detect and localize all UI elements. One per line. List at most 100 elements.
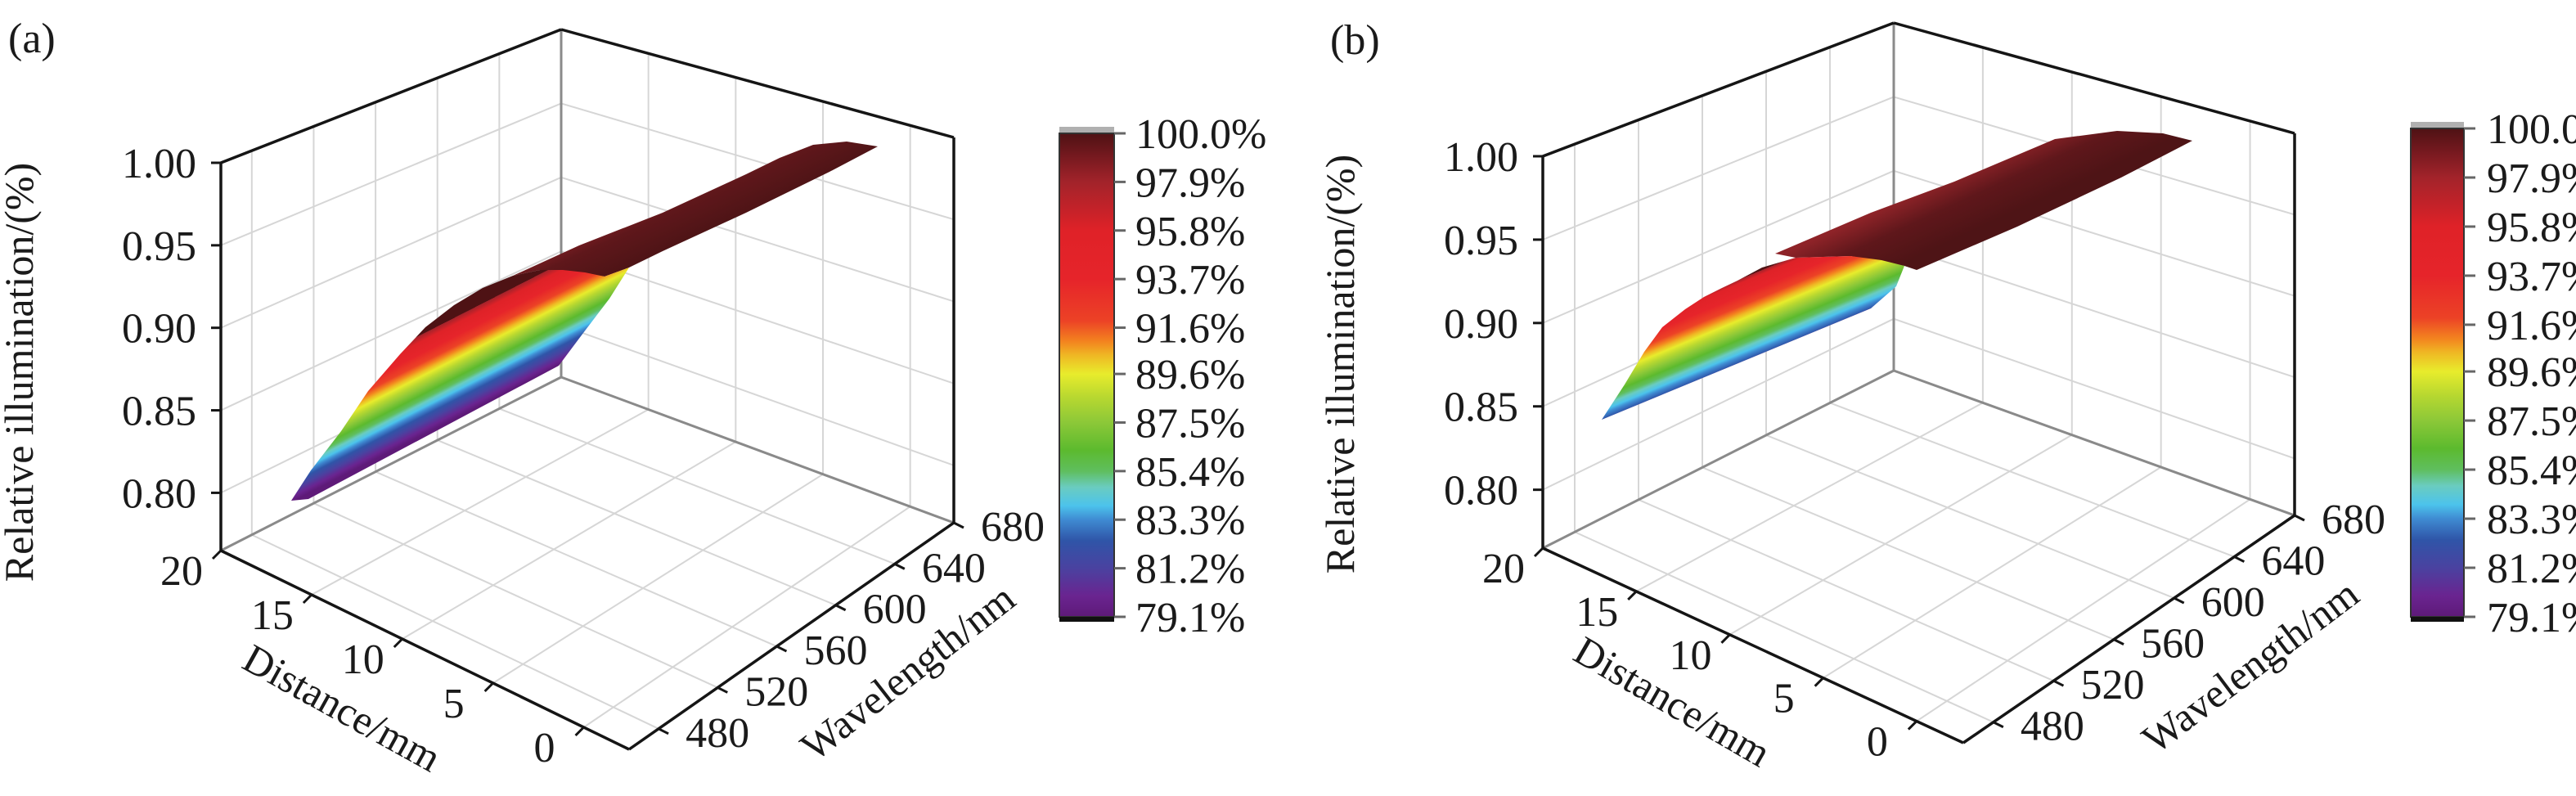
gridline-floor: [313, 502, 718, 689]
z-tick-label: 0.95: [1444, 218, 1518, 264]
gridline-right-wall: [560, 102, 955, 221]
z-axis-title: Relative illumination/(%): [1317, 155, 1363, 573]
panel-b: 0.80 0.85 0.90 0.95 1.00 0 5 10 15 20 480520560600…: [1317, 17, 2576, 776]
y-tick-label: 560: [2141, 621, 2205, 668]
gridline-left-wall: [1542, 169, 1895, 324]
gridline-floor: [1702, 466, 2115, 641]
colorbar-tick-label: 97.9%: [2487, 155, 2576, 202]
y-tick: [2294, 514, 2305, 522]
y-tick: [2052, 679, 2065, 687]
colorbar-tick-label: 87.5%: [1135, 400, 1245, 447]
z-tick-label: 1.00: [1444, 134, 1518, 181]
box-edge-back: [560, 376, 955, 524]
x-axis-line: [220, 549, 630, 751]
y-tick: [717, 686, 728, 694]
x-tick-label: 20: [1482, 546, 1525, 592]
gridline-floor: [582, 506, 911, 728]
x-tick: [1627, 590, 1638, 600]
y-tick: [834, 604, 847, 612]
colorbar-tick-label: 87.5%: [2487, 398, 2576, 445]
gridline-left-wall: [220, 250, 562, 411]
colorbar-tick-label: 89.6%: [1135, 352, 1245, 398]
colorbar-tick-label: 85.4%: [2487, 447, 2576, 494]
colorbar-tick-label: 83.3%: [2487, 497, 2576, 543]
gridline-left-wall: [220, 102, 562, 246]
x-tick: [1533, 546, 1544, 558]
x-tick-label: 20: [160, 548, 203, 595]
y-tick-label: 520: [744, 668, 808, 715]
y-tick-label: 560: [803, 627, 867, 674]
x-tick: [393, 637, 403, 649]
gridline-floor: [311, 408, 650, 596]
y-tick-label: 600: [2201, 579, 2265, 626]
y-tick: [2113, 638, 2124, 645]
gridline-right-wall: [560, 324, 955, 466]
colorbar: [1059, 133, 1115, 618]
y-tick-label: 520: [2080, 662, 2144, 708]
z-tick-label: 0.95: [122, 223, 196, 270]
colorbar-tick-label: 100.0%: [2487, 106, 2576, 153]
box-edge-top: [560, 28, 955, 139]
x-tick-label: 0: [534, 725, 555, 771]
gridline-floor: [1765, 434, 2175, 600]
x-tick-label: 5: [1774, 676, 1795, 722]
gridline-left-wall: [1542, 96, 1895, 241]
gridline-right-wall: [560, 176, 955, 303]
colorbar-cap: [2411, 122, 2464, 128]
gridline-floor: [1635, 402, 1984, 592]
x-tick: [211, 549, 223, 560]
colorbar-cap: [1059, 617, 1114, 622]
gridline-floor: [437, 439, 837, 606]
gridline-floor: [1829, 402, 2235, 558]
panel-a: 0.80 0.85 0.90 0.95 1.00 0 5 10 15 20 480520560600…: [0, 16, 1266, 780]
y-tick: [775, 645, 788, 653]
x-tick-label: 15: [251, 592, 294, 639]
z-tick-label: 0.85: [122, 389, 196, 435]
gridline-floor: [1729, 434, 2073, 636]
colorbar-tick-label: 93.7%: [2487, 254, 2576, 300]
x-tick: [1814, 677, 1824, 687]
y-tick-label: 480: [686, 710, 749, 757]
y-tick-label: 600: [863, 587, 927, 633]
x-tick-label: 15: [1576, 589, 1618, 636]
x-tick: [1720, 633, 1731, 644]
colorbar-tick-label: 81.2%: [1135, 546, 1245, 593]
gridline-right-wall: [560, 250, 955, 385]
x-axis-line: [1542, 546, 1964, 744]
x-tick: [574, 726, 585, 737]
x-tick-label: 10: [1669, 632, 1711, 679]
box-edge-back: [1542, 369, 1895, 550]
gridline-floor: [375, 470, 777, 648]
panel-label: (b): [1330, 17, 1380, 64]
gridline-floor: [1916, 498, 2251, 722]
y-tick: [2174, 596, 2185, 605]
colorbar-tick-label: 79.1%: [1135, 595, 1245, 641]
colorbar: [2410, 128, 2465, 618]
y-tick: [1993, 721, 2004, 729]
z-tick-label: 1.00: [122, 141, 196, 187]
gridline-floor: [402, 441, 736, 640]
colorbar-tick-label: 100.0%: [1135, 111, 1266, 158]
colorbar-tick-label: 81.2%: [2487, 546, 2576, 592]
panel-label: (a): [8, 16, 56, 62]
colorbar-tick-label: 91.6%: [2487, 303, 2576, 349]
colorbar-tick-label: 97.9%: [1135, 160, 1245, 206]
gridline-floor: [1574, 531, 1994, 723]
x-tick: [302, 593, 312, 605]
box-edge-back: [220, 376, 562, 552]
gridline-left-wall: [220, 176, 562, 329]
box-edge-top: [1542, 21, 1895, 158]
gridline-right-wall: [1893, 244, 2295, 379]
surface-plateau: [513, 142, 878, 277]
gridline-floor: [1823, 466, 2162, 679]
y-tick-label: 680: [981, 504, 1045, 551]
y-tick: [2233, 555, 2246, 563]
colorbar-tick-label: 85.4%: [1135, 449, 1245, 496]
gridline-floor: [1638, 498, 2054, 682]
gridline-floor: [498, 407, 896, 565]
box-edge-back: [1893, 369, 2295, 517]
colorbar-tick-label: 89.6%: [2487, 349, 2576, 396]
box-edge-top: [1893, 21, 2295, 135]
box-edge-top: [220, 28, 562, 164]
